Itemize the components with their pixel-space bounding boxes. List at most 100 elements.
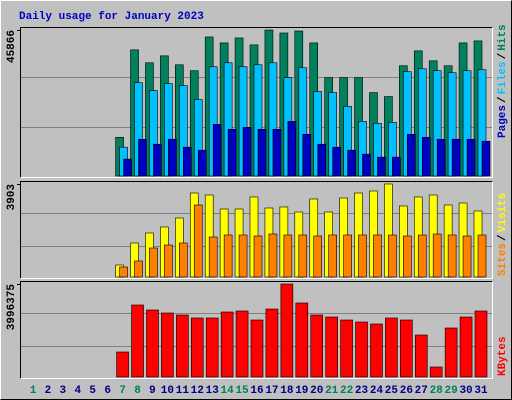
bar [134,260,143,278]
bar [451,138,461,177]
legend: KBytes [497,336,509,376]
x-tick-label: 28 [430,385,444,397]
bar [358,234,367,278]
bar [370,323,383,378]
x-tick-label: 21 [325,385,339,397]
x-tick-label: 24 [370,385,384,397]
legend-entry: Pages [497,105,509,138]
x-tick-label: 15 [235,385,249,397]
x-tick-label: 22 [340,385,353,397]
bar [190,317,204,378]
bar [362,153,371,177]
x-tick-label: 6 [104,385,111,397]
x-tick-label: 25 [385,385,399,397]
x-tick-label: 1 [30,385,37,397]
x-tick-label: 10 [161,385,174,397]
bar [481,140,491,177]
legend-separator: / [497,96,509,103]
legend: Pages / Files / Hits [497,24,509,138]
bar [205,317,219,378]
panel-edge-light [20,27,493,178]
bar [325,316,338,378]
x-tick-label: 19 [295,385,308,397]
bar [193,204,203,278]
bar [161,312,174,378]
y-max-label: 3903 [6,184,18,211]
legend-entry: Hits [497,24,509,50]
bar [253,235,263,278]
panel-edge-dark [20,281,493,379]
panel-edge-light [20,281,493,379]
legend-entry: Files [497,61,509,94]
bar [268,233,278,278]
x-tick-label: 4 [74,385,81,397]
bar [400,319,413,378]
chart-title: Daily usage for January 2023 [19,11,204,23]
bar [459,316,473,378]
bar [417,234,427,278]
bar [432,233,442,278]
x-tick-label: 27 [415,385,428,397]
bar [355,321,368,378]
bar [373,234,382,278]
x-tick-label: 11 [176,385,190,397]
x-tick-label: 5 [89,385,96,397]
legend: Sites /Visits [497,193,509,276]
x-tick-label: 14 [221,385,235,397]
bar [313,235,323,278]
x-tick-label: 2 [45,385,52,397]
bar [235,310,249,378]
bar [477,234,487,278]
bar [310,314,324,378]
legend-entry: Sites [497,243,509,276]
bar [444,327,458,378]
x-tick-label: 18 [280,385,294,397]
bar [466,138,476,177]
bar [168,138,177,177]
x-tick-label: 20 [310,385,323,397]
x-tick-label: 31 [474,385,488,397]
x-tick-label: 13 [206,385,220,397]
legend-entry: KBytes [497,336,509,376]
bar [343,234,352,278]
bar [298,234,308,278]
bar [332,146,341,177]
legend-separator: / [497,234,509,241]
bar [377,156,386,177]
bar [447,234,457,278]
panel-edge-dark [20,181,493,279]
bar [250,319,264,378]
x-tick-label: 12 [191,385,204,397]
bar [238,234,248,278]
bar [212,124,222,177]
panel-edge-light [20,181,493,279]
x-tick-label: 3 [60,385,67,397]
bar [295,302,309,378]
bar [272,129,282,177]
bar [302,133,312,177]
bar [280,283,294,378]
bar [223,234,233,278]
bar [146,309,159,378]
bar [347,149,356,177]
bar [388,234,397,278]
bar [328,234,337,278]
bar [462,235,472,278]
bar [436,138,446,177]
bar [164,244,173,278]
bar [131,304,144,378]
y-max-label: 45866 [6,30,18,63]
bar [116,351,129,378]
bar [414,334,428,378]
bar [257,129,267,177]
bar [119,266,128,278]
bar [179,242,188,278]
panel-edge-dark [20,27,493,178]
bar [197,149,207,177]
x-tick-label: 23 [355,385,369,397]
x-tick-label: 30 [459,385,472,397]
bar [183,146,192,177]
